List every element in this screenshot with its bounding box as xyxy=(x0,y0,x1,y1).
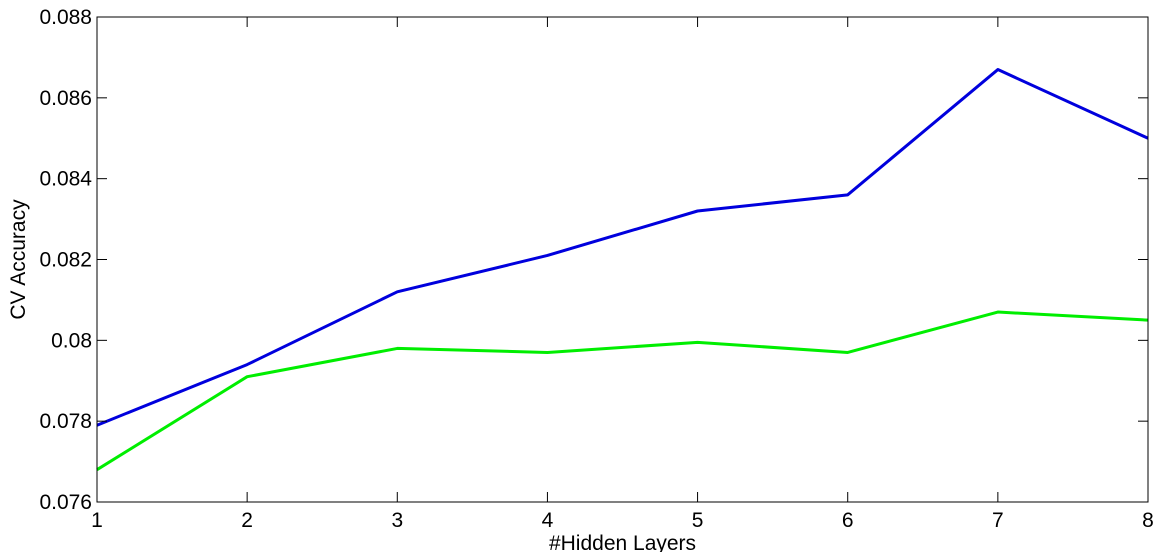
series-line-2 xyxy=(96,310,1149,471)
y-tick-label: 0.078 xyxy=(39,410,92,433)
y-tick-label: 0.082 xyxy=(39,249,92,272)
series-layer xyxy=(96,68,1149,471)
y-axis-title: CV Accuracy xyxy=(7,199,30,320)
plot-frame xyxy=(96,16,1149,503)
x-tick-label: 2 xyxy=(241,509,253,532)
y-tick-label: 0.088 xyxy=(39,6,92,29)
x-axis-title: #Hidden Layers xyxy=(549,532,696,552)
y-tick-label: 0.08 xyxy=(51,329,92,352)
y-tick-label: 0.086 xyxy=(39,87,92,110)
x-tick-label: 7 xyxy=(992,509,1004,532)
labels-layer: #Hidden Layers CV Accuracy 1 2 3 4 5 6 7 8 0.076… xyxy=(7,6,1154,555)
x-tick-label: 3 xyxy=(391,509,403,532)
x-tick-label: 1 xyxy=(91,509,103,532)
x-tick-label: 4 xyxy=(542,509,554,532)
axes-layer xyxy=(96,16,1149,503)
x-tick-label: 8 xyxy=(1142,509,1154,532)
y-tick-label: 0.084 xyxy=(39,168,92,191)
x-tick-label: 5 xyxy=(692,509,704,532)
series-line-1 xyxy=(96,68,1149,427)
y-tick-label: 0.076 xyxy=(39,491,92,514)
x-tick-label: 6 xyxy=(842,509,854,532)
